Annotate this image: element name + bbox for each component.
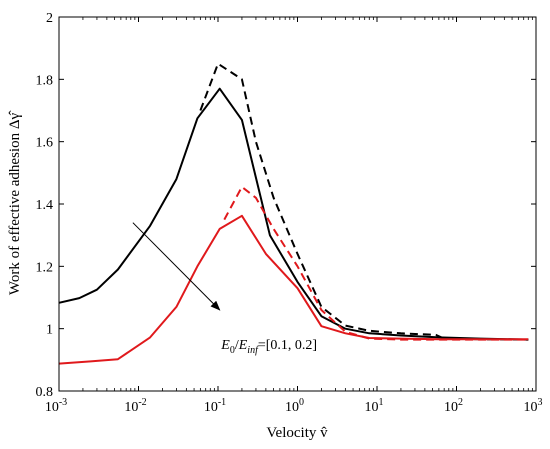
x-tick-label: 101 xyxy=(365,397,384,415)
x-tick-label: 10-2 xyxy=(124,397,146,415)
x-tick-label: 10-1 xyxy=(204,397,226,415)
series-line-2 xyxy=(199,62,529,341)
y-tick-label: 1.4 xyxy=(36,198,54,213)
x-tick-label: 102 xyxy=(444,397,463,415)
y-axis-label: Work of effective adhesion Δγ̂ xyxy=(7,110,23,295)
ticks-layer: 10-3 10-2 10-1 100 101 102 1030.811.21.41.61.8… xyxy=(36,11,543,415)
y-tick-label: 0.8 xyxy=(36,385,54,400)
y-tick-label: 1 xyxy=(46,323,53,338)
y-tick-label: 1.8 xyxy=(36,73,54,88)
series-layer xyxy=(58,62,529,365)
y-tick-label: 2 xyxy=(46,11,53,26)
y-tick-label: 1.6 xyxy=(36,136,54,151)
x-axis-label: Velocity v̂ xyxy=(266,425,328,441)
plot-area xyxy=(59,17,536,391)
annotation-label: E0/Einf=[0.1, 0.2] xyxy=(220,338,317,356)
annotation-arrow xyxy=(132,222,221,311)
x-tick-label: 103 xyxy=(524,397,543,415)
x-tick-label: 100 xyxy=(285,397,304,415)
series-line-1 xyxy=(58,87,529,341)
series-line-4 xyxy=(223,185,529,341)
annotation-layer: E0/Einf=[0.1, 0.2] xyxy=(132,222,317,356)
y-tick-label: 1.2 xyxy=(36,260,54,275)
